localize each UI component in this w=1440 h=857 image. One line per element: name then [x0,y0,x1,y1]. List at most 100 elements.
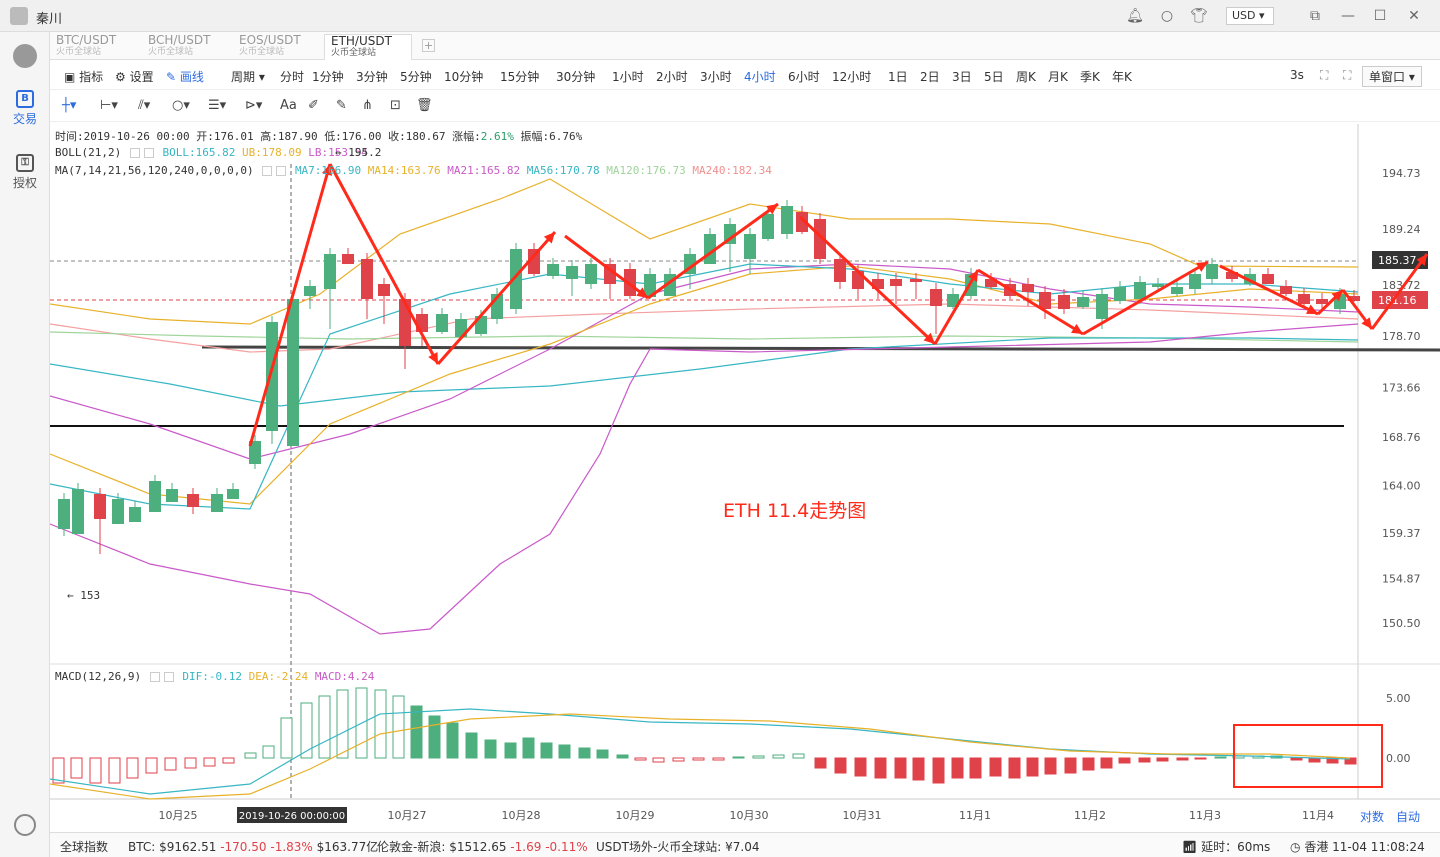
tab-eos[interactable]: EOS/USDT 火币全球站 [233,34,321,60]
macd-bar-28 [578,747,591,759]
crosshair-tool-icon[interactable]: ┼▾ [62,98,77,113]
period-15[interactable]: 3日 [952,70,972,84]
settings-button[interactable]: ⚙ 设置 [115,68,154,85]
exit-fullscreen-icon[interactable]: ⛶ [1343,68,1352,82]
drawing-toolbar: ┼▾ ⊢▾ ⫽▾ ○▾ ☰▾ ⊳▾ Aa ✐ ✎ ⋔ ⊡ 🗑︎ [50,92,1440,122]
trash-icon[interactable]: 🗑︎ [416,98,433,113]
legend-change: 2.61% [480,130,514,143]
period-2[interactable]: 3分钟 [356,70,388,84]
tab-sub: 火币全球站 [148,47,194,57]
bell-icon[interactable]: 🔔︎ [1126,8,1144,24]
macd-bar-1 [70,757,83,779]
refresh-rate[interactable]: 3s [1290,68,1304,82]
tab-btc[interactable]: BTC/USDT 火币全球站 [50,34,138,60]
candle-18 [399,299,411,346]
candle-40 [814,219,826,259]
avatar[interactable] [10,7,28,25]
period-3[interactable]: 5分钟 [400,70,432,84]
chart-canvas[interactable]: 194.73 189.24 183.72 178.70 173.66 168.76 164.… [49,124,1440,824]
macd-bar-8 [203,757,216,767]
time-tick-3: 10月29 [616,809,655,822]
text-tool-icon[interactable]: Aa [280,98,297,113]
user-name[interactable]: 秦川 [36,12,63,27]
period-8[interactable]: 2小时 [656,70,688,84]
fullscreen-icon[interactable]: ⛶ [1320,68,1329,82]
candle-47 [947,294,959,307]
period-16[interactable]: 5日 [984,70,1004,84]
draw-button[interactable]: ✎ 画线 [166,68,204,85]
period-6[interactable]: 30分钟 [556,70,596,84]
candle-44 [890,279,902,286]
macd-close-icon[interactable] [163,672,174,682]
measure-tool-icon[interactable]: ✎ [336,98,347,113]
macd-bar-14 [318,695,331,759]
macd-bar-37 [752,755,765,759]
period-18[interactable]: 月K [1048,70,1068,84]
time-tick-8: 11月3 [1189,809,1221,822]
currency-select[interactable]: USD ▾ [1226,7,1274,25]
share-icon[interactable]: ⧉ [1310,8,1320,24]
ma14-line [49,265,1359,505]
settings-icon[interactable] [14,814,36,836]
circle-tool-icon[interactable]: ○▾ [172,98,190,113]
search-icon[interactable]: ○ [1160,8,1174,24]
current-price-tag [1372,251,1428,269]
macd-bar-46 [932,757,945,784]
candle-36 [744,234,756,259]
close-icon[interactable]: ✕ [1408,8,1420,24]
ma-close-icon[interactable] [276,166,287,176]
chart-annotation: ETH 11.4走势图 [723,500,867,522]
sidebar-item-auth[interactable]: ⚿ 授权 [0,154,50,191]
candle-13 [304,286,316,296]
window-mode-select[interactable]: 单窗口 ▾ [1362,66,1422,87]
period-10[interactable]: 4小时 [744,70,776,84]
auto-scale-button[interactable]: 自动 [1396,810,1421,824]
macd-settings-icon[interactable] [149,672,160,682]
minimize-icon[interactable]: — [1341,8,1355,24]
brush-tool-icon[interactable]: ✐ [308,98,319,113]
period-17[interactable]: 周K [1016,70,1036,84]
kline-chart[interactable]: 194.73 189.24 183.72 178.70 173.66 168.76 164.… [49,124,1440,824]
boll-close-icon[interactable] [143,148,154,158]
indicator-button[interactable]: ▣ 指标 [64,68,103,85]
period-5[interactable]: 15分钟 [500,70,540,84]
macd-bar-65 [1290,757,1303,761]
boll-settings-icon[interactable] [129,148,140,158]
time-tick-7: 11月2 [1074,809,1106,822]
log-scale-button[interactable]: 对数 [1360,810,1385,824]
period-1[interactable]: 1分钟 [312,70,344,84]
trend-arrowhead-12 [1416,254,1427,266]
maximize-icon[interactable]: ☐ [1373,8,1387,24]
period-0[interactable]: 分时 [280,70,305,84]
macd-bar-19 [410,705,423,759]
add-tab-button[interactable]: + [422,39,435,52]
tab-eth[interactable]: ETH/USDT 火币全球站 [324,34,412,60]
period-button[interactable]: 周期 ▾ [231,70,265,84]
boll-legend: BOLL(21,2) BOLL:165.82 UB:178.09 LB:153.… [55,146,368,159]
horizontal-line-tool-icon[interactable]: ⊢▾ [100,98,118,113]
period-14[interactable]: 2日 [920,70,940,84]
ma240-line [49,303,1359,353]
tab-bch[interactable]: BCH/USDT 火币全球站 [142,34,230,60]
trend-line-tool-icon[interactable]: ⫽▾ [138,98,151,113]
period-19[interactable]: 季K [1080,70,1100,84]
period-20[interactable]: 年K [1112,70,1132,84]
shirt-icon[interactable]: 👕︎ [1190,8,1208,24]
trend-arrowhead-9 [1306,304,1318,314]
pattern-tool-icon[interactable]: ⊳▾ [245,98,263,113]
magnet-tool-icon[interactable]: ⋔ [362,98,373,113]
period-7[interactable]: 1小时 [612,70,644,84]
fib-tool-icon[interactable]: ☰▾ [208,98,227,113]
price-tick-8: 154.87 [1382,573,1421,586]
ma-settings-icon[interactable] [262,166,273,176]
period-13[interactable]: 1日 [888,70,908,84]
period-12[interactable]: 12小时 [832,70,872,84]
sidebar-item-trade[interactable]: B 交易 [0,90,50,127]
period-9[interactable]: 3小时 [700,70,732,84]
lock-tool-icon[interactable]: ⊡ [390,98,401,113]
period-4[interactable]: 10分钟 [444,70,484,84]
candle-0 [58,499,70,529]
global-index-button[interactable]: 全球指数 [60,840,109,854]
period-11[interactable]: 6小时 [788,70,820,84]
status-bar: 全球指数 BTC: $9162.51 -170.50 -1.83% $163.7… [50,832,1440,857]
